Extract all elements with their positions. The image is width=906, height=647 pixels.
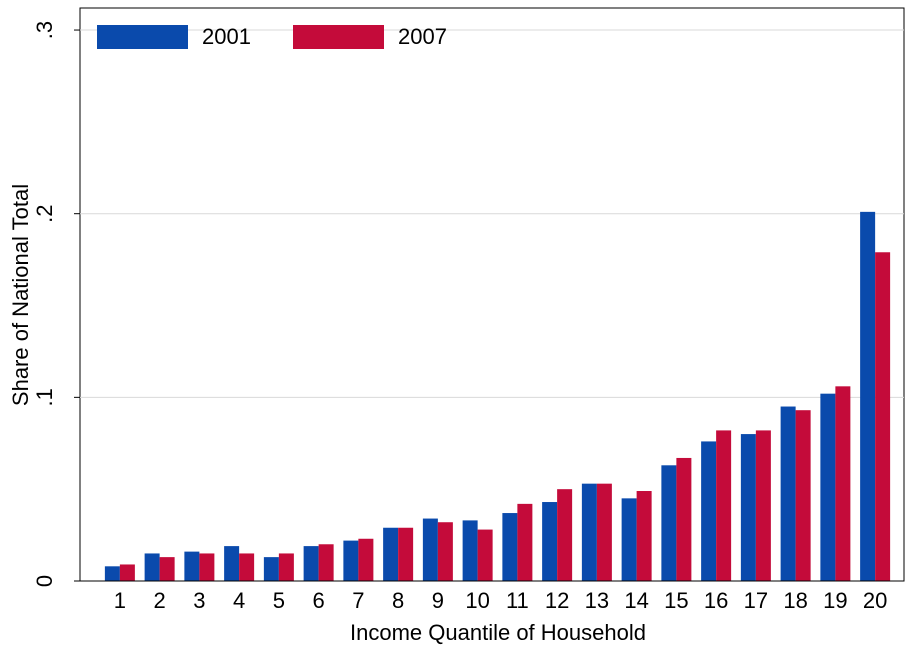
- legend-label: 2001: [202, 24, 251, 49]
- bar: [701, 441, 717, 581]
- bar: [104, 566, 120, 581]
- bar: [755, 430, 771, 581]
- bar: [477, 529, 493, 581]
- bar: [676, 457, 692, 581]
- x-axis-label: Income Quantile of Household: [350, 620, 646, 645]
- y-axis-label: Share of National Total: [8, 184, 33, 406]
- bar: [661, 465, 677, 581]
- y-tick-label: 0: [32, 575, 57, 587]
- bar: [835, 386, 851, 581]
- bar: [263, 557, 279, 581]
- bar: [462, 520, 478, 581]
- bar: [159, 557, 175, 581]
- bar: [875, 252, 891, 581]
- bar: [621, 498, 637, 581]
- bar: [343, 540, 359, 581]
- bar: [358, 538, 374, 581]
- bar: [437, 522, 453, 581]
- x-tick-label: 14: [624, 588, 648, 613]
- x-tick-label: 6: [313, 588, 325, 613]
- bar: [780, 406, 796, 581]
- x-tick-label: 11: [506, 588, 529, 613]
- bar: [740, 434, 756, 581]
- y-tick-label: .2: [32, 205, 57, 223]
- x-tick-label: 10: [465, 588, 489, 613]
- x-tick-label: 5: [273, 588, 285, 613]
- bar: [239, 553, 255, 581]
- x-tick-label: 4: [233, 588, 245, 613]
- x-tick-label: 17: [744, 588, 768, 613]
- x-tick-label: 7: [352, 588, 364, 613]
- bar: [144, 553, 160, 581]
- bar: [860, 211, 876, 581]
- bar: [542, 502, 558, 581]
- x-tick-label: 20: [863, 588, 887, 613]
- x-tick-label: 8: [392, 588, 404, 613]
- bar: [596, 483, 612, 581]
- legend-label: 2007: [398, 24, 447, 49]
- x-tick-label: 15: [664, 588, 688, 613]
- bar: [184, 551, 200, 581]
- bar: [517, 503, 533, 581]
- x-tick-label: 2: [154, 588, 166, 613]
- y-tick-label: .1: [32, 388, 57, 406]
- x-tick-label: 3: [193, 588, 205, 613]
- bar: [636, 491, 652, 581]
- legend-swatch: [97, 25, 188, 49]
- bar: [199, 553, 215, 581]
- plot-frame: [79, 7, 905, 582]
- bar: [119, 564, 135, 581]
- x-tick-label: 19: [823, 588, 847, 613]
- x-tick-label: 12: [545, 588, 569, 613]
- bar: [383, 527, 399, 581]
- bar: [422, 518, 438, 581]
- bar: [398, 527, 414, 581]
- bar: [278, 553, 294, 581]
- x-tick-label: 9: [432, 588, 444, 613]
- y-tick-label: .3: [32, 21, 57, 39]
- bar: [224, 546, 240, 581]
- bar: [303, 546, 319, 581]
- legend-swatch: [293, 25, 384, 49]
- x-tick-label: 13: [585, 588, 609, 613]
- bar: [716, 430, 732, 581]
- bar: [581, 483, 597, 581]
- bar: [795, 410, 811, 581]
- bar: [557, 489, 573, 581]
- bar: [820, 393, 836, 581]
- bar: [502, 513, 518, 581]
- x-tick-label: 16: [704, 588, 728, 613]
- x-tick-label: 1: [114, 588, 126, 613]
- bar: [318, 544, 334, 581]
- x-tick-label: 18: [783, 588, 807, 613]
